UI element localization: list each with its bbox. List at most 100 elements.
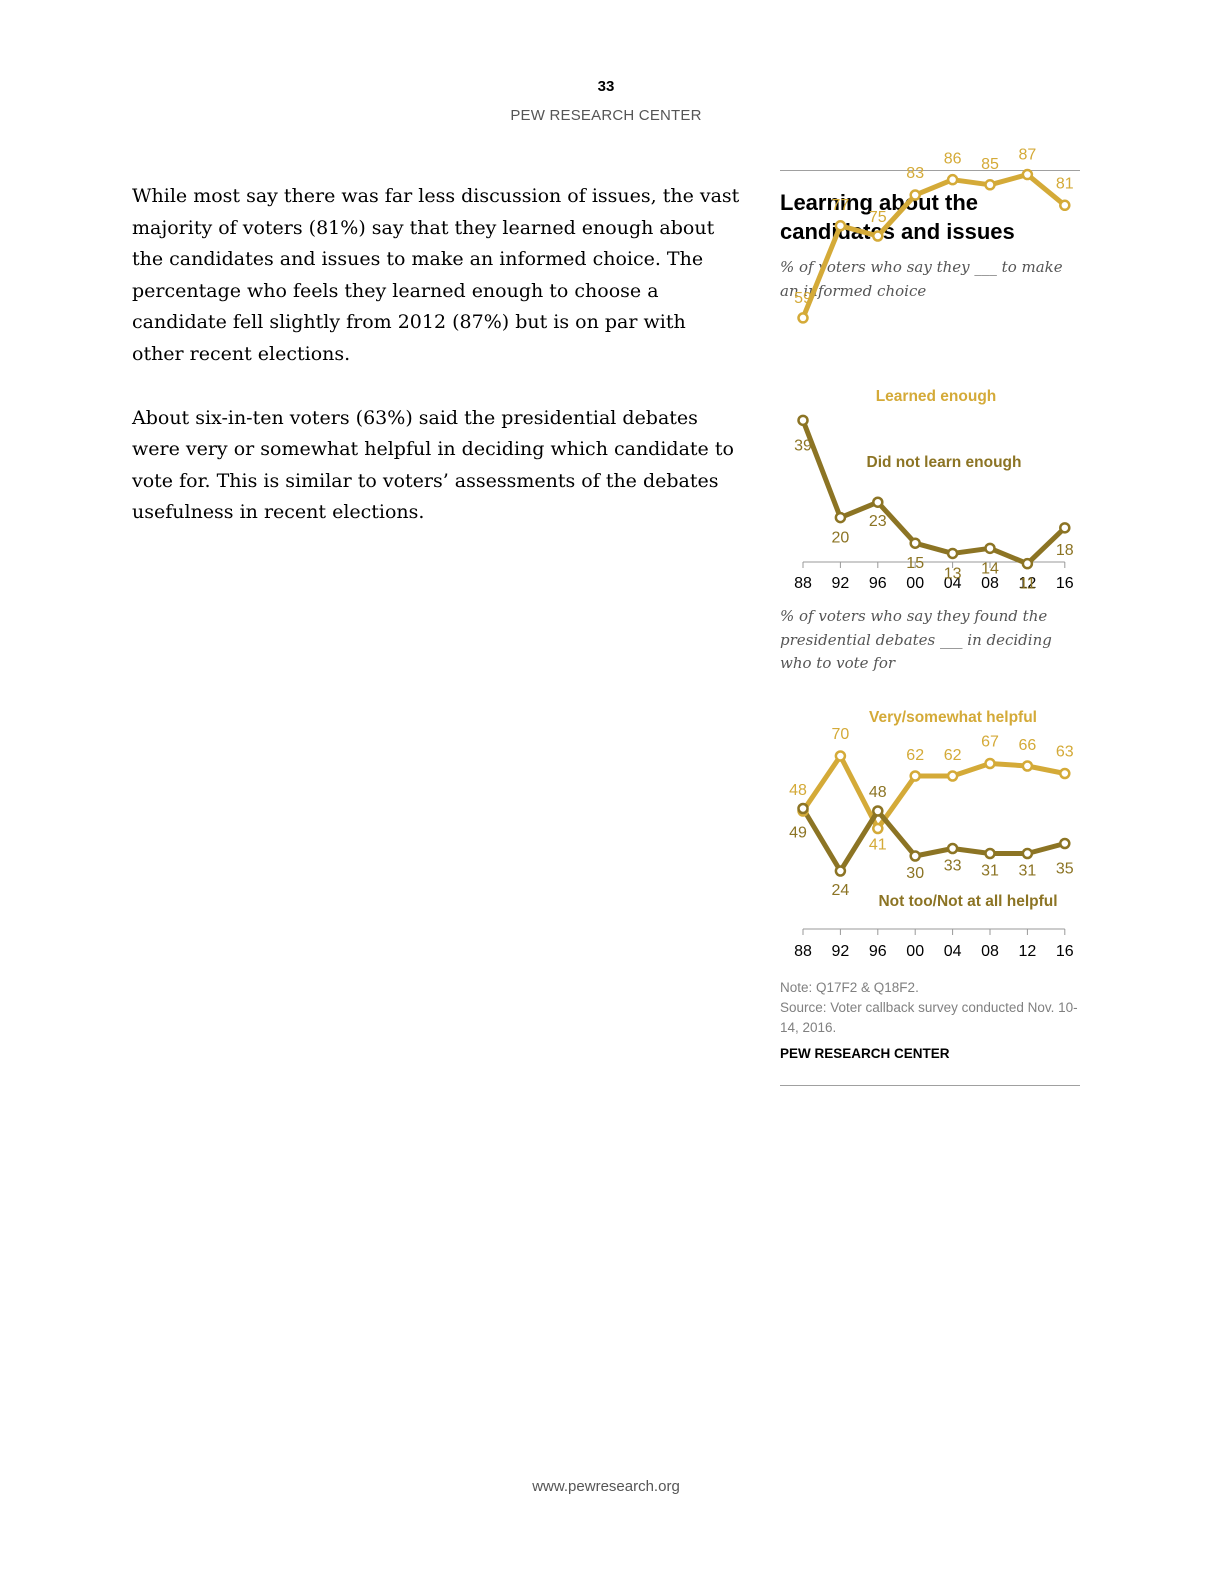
paragraph-1: While most say there was far less discus… [132, 185, 740, 365]
data-point-learned-enough [946, 173, 959, 186]
sidebar-bottom-rule [780, 1085, 1080, 1086]
data-point-not-too-not-at-all-helpful [946, 842, 959, 855]
paragraph-2: About six-in-ten voters (63%) said the p… [132, 406, 734, 524]
chart-2-subtitle: % of voters who say they found the presi… [780, 607, 1052, 672]
series-name-did-not-learn-enough: Did not learn enough [867, 454, 1022, 471]
data-label-very-somewhat-helpful: 67 [981, 734, 999, 751]
data-point-learned-enough [909, 189, 921, 201]
x-tick-label: 96 [869, 943, 887, 960]
data-label-not-too-not-at-all-helpful: 31 [981, 863, 999, 880]
data-point-did-not-learn-enough [797, 414, 809, 427]
x-tick-label: 16 [1056, 575, 1074, 592]
data-label-did-not-learn-enough: 15 [906, 555, 924, 572]
series-line-not-too-not-at-all-helpful [800, 806, 1068, 874]
x-tick-label: 08 [981, 943, 999, 960]
chart-credit: PEW RESEARCH CENTER [780, 1046, 950, 1061]
data-label-not-too-not-at-all-helpful: 35 [1056, 861, 1074, 878]
sidebar-top-rule [780, 170, 1080, 171]
body-text: While most say there was far less discus… [132, 181, 742, 561]
series-line-very-somewhat-helpful [800, 753, 1068, 831]
data-point-did-not-learn-enough [1059, 522, 1071, 534]
data-label-did-not-learn-enough: 14 [981, 560, 999, 577]
x-tick-label: 12 [1019, 943, 1037, 960]
chart-1: 88 92 96 00 04 08 12 16 59 77 75 83 86 85 87 81 Learned … [794, 147, 1074, 593]
data-label-did-not-learn-enough: 11 [1019, 576, 1036, 593]
data-point-learned-enough [834, 220, 847, 232]
data-point-not-too-not-at-all-helpful [797, 802, 809, 815]
x-tick-label: 00 [906, 943, 924, 960]
data-point-learned-enough [984, 179, 996, 191]
data-label-did-not-learn-enough: 20 [832, 530, 850, 547]
x-tick-label: 12 [1019, 575, 1037, 592]
data-point-did-not-learn-enough [834, 511, 847, 524]
data-point-very-somewhat-helpful [984, 757, 996, 770]
data-point-learned-enough [1021, 168, 1034, 181]
data-label-learned-enough: 85 [981, 156, 999, 173]
data-point-learned-enough [797, 312, 809, 324]
data-point-very-somewhat-helpful [909, 770, 921, 782]
data-point-very-somewhat-helpful [1021, 760, 1034, 772]
data-label-not-too-not-at-all-helpful: 33 [944, 858, 962, 875]
chart-2: 88 92 96 00 04 08 12 16 48 70 41 62 62 67 66 63 Very/som… [789, 709, 1074, 960]
x-tick-label: 16 [1056, 943, 1074, 960]
data-label-very-somewhat-helpful: 41 [869, 837, 887, 854]
data-label-learned-enough: 81 [1056, 175, 1074, 192]
data-label-did-not-learn-enough: 23 [869, 513, 887, 530]
series-name-not-too-not-at-all-helpful: Not too/Not at all helpful [878, 893, 1057, 910]
data-point-very-somewhat-helpful [872, 822, 884, 835]
data-label-did-not-learn-enough: 13 [944, 565, 962, 582]
series-name-very-somewhat-helpful: Very/somewhat helpful [869, 709, 1037, 726]
data-label-not-too-not-at-all-helpful: 49 [789, 825, 807, 842]
x-tick-label: 96 [869, 575, 887, 592]
x-tick-label: 88 [794, 575, 812, 592]
data-point-very-somewhat-helpful [834, 750, 847, 762]
data-label-very-somewhat-helpful: 62 [906, 747, 924, 764]
series-name-learned-enough: Learned enough [876, 388, 997, 405]
data-label-not-too-not-at-all-helpful: 30 [906, 865, 924, 882]
data-label-very-somewhat-helpful: 63 [1056, 744, 1074, 761]
data-label-learned-enough: 59 [794, 290, 812, 307]
series-line-did-not-learn-enough [800, 417, 1068, 567]
data-point-very-somewhat-helpful [946, 770, 959, 782]
data-label-learned-enough: 86 [944, 151, 962, 168]
data-point-not-too-not-at-all-helpful [1021, 847, 1034, 860]
data-point-not-too-not-at-all-helpful [834, 865, 847, 877]
x-tick-label: 04 [944, 943, 962, 960]
data-label-not-too-not-at-all-helpful: 24 [832, 882, 850, 899]
data-point-learned-enough [1059, 199, 1071, 212]
data-point-did-not-learn-enough [909, 537, 921, 549]
data-label-very-somewhat-helpful: 48 [789, 782, 807, 799]
data-label-learned-enough: 75 [869, 209, 887, 226]
data-label-did-not-learn-enough: 39 [794, 437, 812, 454]
x-tick-label: 92 [832, 575, 850, 592]
data-point-not-too-not-at-all-helpful [909, 850, 921, 862]
source-text: Source: Voter callback survey conducted … [780, 1000, 1078, 1035]
data-point-did-not-learn-enough [946, 547, 959, 560]
data-point-very-somewhat-helpful [1059, 767, 1071, 780]
x-tick-label: 88 [794, 943, 812, 960]
data-point-not-too-not-at-all-helpful [1059, 837, 1071, 850]
series-line-learned-enough [800, 172, 1068, 321]
data-point-did-not-learn-enough [1021, 557, 1034, 570]
data-point-not-too-not-at-all-helpful [872, 805, 884, 817]
page-number: 33 [597, 78, 615, 95]
data-label-learned-enough: 83 [906, 165, 924, 182]
page-footer: www.pewresearch.org [532, 1478, 680, 1495]
x-tick-label: 00 [906, 575, 924, 592]
x-tick-label: 92 [832, 943, 850, 960]
data-point-not-too-not-at-all-helpful [984, 847, 996, 860]
x-tick-label: 04 [944, 575, 962, 592]
chart-note: Note: Q17F2 & Q18F2. Source: Voter callb… [780, 978, 1080, 1038]
data-point-did-not-learn-enough [984, 542, 996, 555]
page-header: PEW RESEARCH CENTER [510, 107, 702, 124]
chart-title: Learning about the candidates and issues [780, 190, 1015, 244]
data-point-did-not-learn-enough [872, 496, 884, 508]
note-text: Note: Q17F2 & Q18F2. [780, 980, 919, 995]
data-label-not-too-not-at-all-helpful: 48 [869, 784, 887, 801]
data-label-very-somewhat-helpful: 62 [944, 747, 962, 764]
data-label-very-somewhat-helpful: 70 [832, 726, 850, 743]
data-label-learned-enough: 77 [832, 197, 850, 214]
data-label-not-too-not-at-all-helpful: 31 [1019, 863, 1037, 880]
x-tick-label: 08 [981, 575, 999, 592]
data-label-learned-enough: 87 [1019, 147, 1037, 164]
